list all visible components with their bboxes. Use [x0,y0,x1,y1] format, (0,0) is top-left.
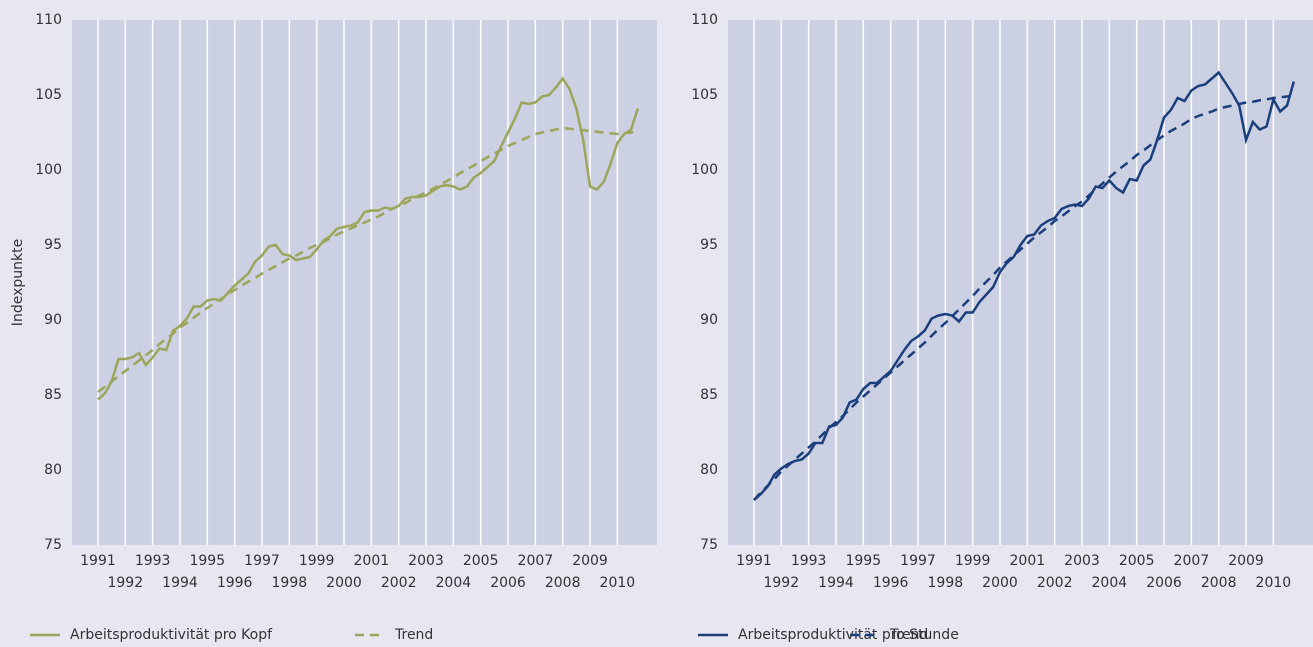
legend-label: Trend [889,627,928,643]
x-tick-label: 1996 [217,575,253,591]
x-tick-label: 2005 [463,553,499,569]
legend-label: Arbeitsproduktivität pro Stunde [738,627,959,643]
x-tick-label: 2008 [1201,575,1237,591]
series-line [97,76,640,401]
x-tick-label: 2009 [572,553,608,569]
y-tick-label: 100 [35,162,62,178]
x-tick-label: 1995 [189,553,225,569]
x-tick-label: 2009 [1228,553,1264,569]
x-tick-label: 1992 [763,575,799,591]
x-tick-label: 2006 [1146,575,1182,591]
x-tick-label: 2010 [1256,575,1292,591]
plot-area [72,20,657,545]
x-tick-label: 2007 [1174,553,1210,569]
y-tick-label: 75 [700,537,718,553]
x-tick-label: 2002 [1037,575,1073,591]
x-tick-label: 1998 [272,575,308,591]
x-tick-label: 2000 [326,575,362,591]
series-line [97,126,639,393]
y-tick-label: 90 [700,312,718,328]
series-line [753,93,1295,501]
x-tick-label: 2001 [1010,553,1046,569]
x-tick-label: 1996 [873,575,909,591]
x-tick-label: 2003 [1064,553,1100,569]
y-tick-label: 105 [35,87,62,103]
x-tick-label: 2007 [518,553,554,569]
y-tick-label: 80 [44,462,62,478]
x-tick-label: 1994 [818,575,854,591]
y-tick-label: 95 [700,237,718,253]
x-tick-label: 2008 [545,575,581,591]
x-tick-label: 1992 [107,575,143,591]
x-tick-label: 1997 [244,553,280,569]
x-tick-label: 2002 [381,575,417,591]
y-tick-label: 110 [691,12,718,28]
x-tick-label: 2010 [600,575,636,591]
x-tick-label: 1998 [928,575,964,591]
x-tick-label: 1991 [80,553,116,569]
x-tick-label: 2003 [408,553,444,569]
x-tick-label: 1999 [299,553,335,569]
y-tick-label: 90 [44,312,62,328]
x-tick-label: 1994 [162,575,198,591]
legend-label: Trend [394,627,433,643]
x-tick-label: 2000 [982,575,1018,591]
x-tick-label: 1993 [135,553,171,569]
x-tick-label: 2001 [354,553,390,569]
x-tick-label: 2004 [436,575,472,591]
x-tick-label: 1999 [955,553,991,569]
y-tick-label: 100 [691,162,718,178]
y-tick-label: 110 [35,12,62,28]
x-tick-label: 2004 [1092,575,1128,591]
y-tick-label: 105 [691,87,718,103]
x-tick-label: 1993 [791,553,827,569]
x-tick-label: 2005 [1119,553,1155,569]
x-tick-label: 1995 [845,553,881,569]
x-tick-label: 2006 [490,575,526,591]
y-tick-label: 85 [44,387,62,403]
y-axis-label: Indexpunkte [10,239,26,326]
legend-label: Arbeitsproduktivität pro Kopf [70,627,273,643]
y-tick-label: 85 [700,387,718,403]
y-tick-label: 75 [44,537,62,553]
plot-area [728,20,1313,545]
y-tick-label: 95 [44,237,62,253]
x-tick-label: 1991 [736,553,772,569]
x-tick-label: 1997 [900,553,936,569]
y-tick-label: 80 [700,462,718,478]
